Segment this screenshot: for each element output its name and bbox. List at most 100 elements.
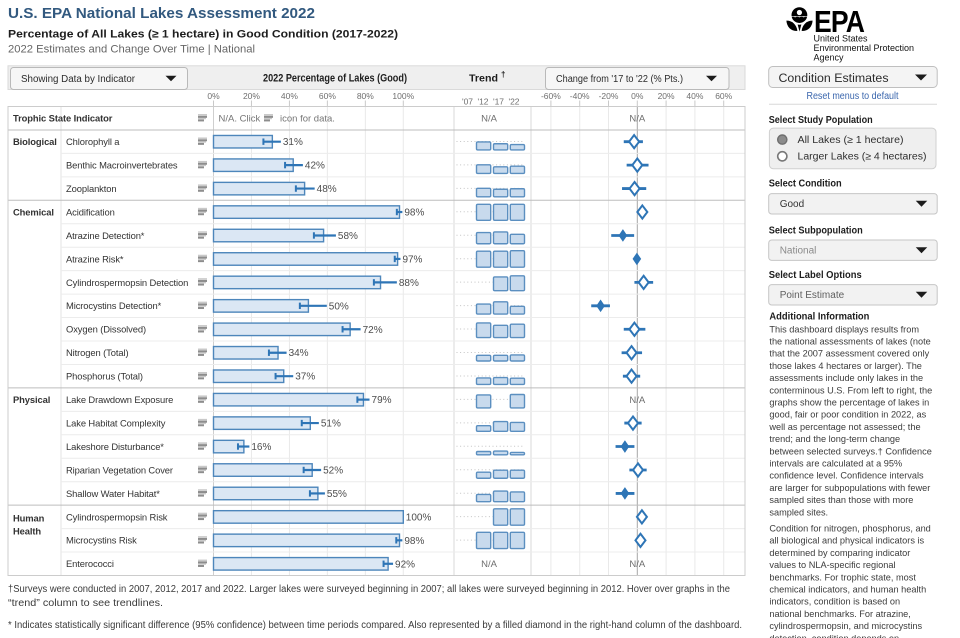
svg-text:2022 Percentage of Lakes (Good: 2022 Percentage of Lakes (Good) (263, 73, 407, 85)
svg-text:88%: 88% (399, 278, 419, 289)
svg-text:N/A: N/A (481, 559, 498, 570)
svg-text:0%: 0% (207, 91, 220, 101)
svg-text:100%: 100% (406, 512, 432, 523)
svg-text:'17: '17 (493, 97, 504, 107)
svg-text:-60%: -60% (541, 91, 561, 101)
svg-text:†Surveys were conducted in 200: †Surveys were conducted in 2007, 2012, 2… (8, 584, 730, 595)
svg-text:92%: 92% (395, 559, 415, 570)
svg-text:All Lakes (≥ 1 hectare): All Lakes (≥ 1 hectare) (798, 135, 904, 146)
svg-text:55%: 55% (327, 489, 347, 500)
svg-text:98%: 98% (404, 208, 424, 219)
svg-text:Select Subpopulation: Select Subpopulation (769, 225, 863, 237)
svg-text:'22: '22 (508, 97, 519, 107)
svg-text:Phosphorus (Total): Phosphorus (Total) (66, 371, 143, 382)
svg-text:Cylindrospermopsin Detection: Cylindrospermopsin Detection (66, 277, 188, 288)
svg-text:EPA: EPA (814, 4, 865, 39)
svg-text:Microcystins Detection*: Microcystins Detection* (66, 300, 162, 311)
svg-text:N/A. Click: N/A. Click (219, 114, 261, 125)
svg-text:N/A: N/A (629, 559, 646, 570)
svg-text:0%: 0% (631, 91, 644, 101)
svg-text:97%: 97% (402, 254, 422, 265)
svg-text:50%: 50% (329, 301, 349, 312)
svg-text:Microcystins Risk: Microcystins Risk (66, 535, 137, 546)
svg-text:indicators, condition is based: indicators, condition is based on (769, 597, 900, 607)
svg-text:Human: Human (13, 513, 45, 524)
svg-text:are larger for subpopulations: are larger for subpopulations with fewer (769, 483, 930, 493)
svg-text:Trend: Trend (469, 73, 498, 85)
svg-text:Condition Estimates: Condition Estimates (779, 71, 889, 85)
svg-text:Nitrogen (Total): Nitrogen (Total) (66, 347, 129, 358)
svg-text:cylindrospermopsin, and microc: cylindrospermopsin, and microcystins (769, 621, 922, 631)
svg-text:Atrazine Risk*: Atrazine Risk* (66, 253, 124, 264)
svg-text:between selected surveys.† Con: between selected surveys.† Confidence (769, 446, 931, 456)
svg-text:national benchmarks. For atraz: national benchmarks. For atrazine, (769, 609, 910, 619)
svg-text:Biological: Biological (13, 136, 57, 147)
svg-text:Reset menus to default: Reset menus to default (807, 91, 899, 102)
svg-text:58%: 58% (338, 231, 358, 242)
svg-text:Chemical: Chemical (13, 206, 54, 217)
svg-text:Benthic Macroinvertebrates: Benthic Macroinvertebrates (66, 160, 178, 171)
svg-text:37%: 37% (295, 372, 315, 383)
svg-text:48%: 48% (317, 184, 337, 195)
svg-text:Riparian Vegetation Cover: Riparian Vegetation Cover (66, 464, 173, 475)
svg-text:United States: United States (814, 34, 869, 44)
svg-text:-20%: -20% (599, 91, 619, 101)
svg-text:Atrazine Detection*: Atrazine Detection* (66, 230, 145, 241)
svg-text:Lakeshore Disturbance*: Lakeshore Disturbance* (66, 441, 164, 452)
svg-text:†: † (501, 70, 505, 79)
svg-text:conterminous U.S. From left to: conterminous U.S. From left to right, th… (769, 385, 932, 395)
svg-text:This dashboard displays result: This dashboard displays results from (769, 324, 919, 334)
svg-text:sampled sites than those with: sampled sites than those with more (769, 495, 913, 505)
svg-text:Trophic State Indicator: Trophic State Indicator (13, 113, 113, 124)
svg-text:'12: '12 (477, 97, 488, 107)
svg-text:Select Study Population: Select Study Population (769, 114, 873, 126)
svg-text:60%: 60% (319, 91, 336, 101)
svg-text:Point Estimate: Point Estimate (780, 290, 845, 301)
svg-text:intervals are calculated at a: intervals are calculated at a 95% (769, 459, 902, 469)
svg-text:2022 Estimates and Change Over: 2022 Estimates and Change Over Time | Na… (8, 44, 255, 56)
svg-text:Health: Health (13, 526, 41, 537)
svg-text:N/A: N/A (629, 114, 646, 125)
svg-text:51%: 51% (321, 419, 341, 430)
svg-text:Larger Lakes (≥ 4 hectares): Larger Lakes (≥ 4 hectares) (798, 152, 927, 163)
svg-text:sampled sites.: sampled sites. (769, 507, 828, 517)
svg-text:100%: 100% (392, 91, 414, 101)
svg-text:all biological and physical in: all biological and physical indicators i… (769, 536, 924, 546)
svg-text:the national assessments of la: the national assessments of lakes (note (769, 337, 930, 347)
svg-text:values to NLA-specific regiona: values to NLA-specific regional (769, 560, 895, 570)
svg-text:detection, condition depends o: detection, condition depends on (769, 633, 899, 638)
svg-text:34%: 34% (289, 348, 309, 359)
svg-text:-40%: -40% (570, 91, 590, 101)
svg-text:chemical indicators, and human: chemical indicators, and human health (769, 585, 926, 595)
svg-text:Lake Drawdown Exposure: Lake Drawdown Exposure (66, 394, 173, 405)
svg-text:98%: 98% (404, 536, 424, 547)
svg-text:that the 2007 assessment cover: that the 2007 assessment covered only (769, 349, 929, 359)
svg-text:Oxygen (Dissolved): Oxygen (Dissolved) (66, 324, 146, 335)
svg-text:Condition for nitrogen, phosph: Condition for nitrogen, phosphorus, and (769, 524, 930, 534)
svg-text:Physical: Physical (13, 394, 50, 405)
svg-text:* Indicates statistically sign: * Indicates statistically significant di… (8, 620, 742, 631)
svg-text:benchmarks. For trophic state,: benchmarks. For trophic state, most (769, 572, 916, 582)
svg-text:60%: 60% (715, 91, 732, 101)
svg-text:Enterococci: Enterococci (66, 558, 114, 569)
svg-text:those lakes 4 hectares or larg: those lakes 4 hectares or larger). The (769, 361, 922, 371)
svg-text:Agency: Agency (814, 53, 845, 63)
svg-text:well as percentage not assesse: well as percentage not assessed; the (768, 422, 920, 432)
svg-text:72%: 72% (363, 325, 383, 336)
svg-text:graphs show the percentage of: graphs show the percentage of lakes in (769, 398, 929, 408)
svg-text:confidence level. Confidence i: confidence level. Confidence intervals (769, 471, 924, 481)
svg-text:52%: 52% (323, 465, 343, 476)
svg-text:good, fair or poor condition i: good, fair or poor condition in 2022, as (769, 410, 926, 420)
svg-text:79%: 79% (372, 395, 392, 406)
svg-text:'07: '07 (462, 97, 473, 107)
svg-text:40%: 40% (281, 91, 298, 101)
svg-text:Change from '17 to '22 (% Pts.: Change from '17 to '22 (% Pts.) (556, 74, 683, 85)
svg-text:determined by comparing indica: determined by comparing indicator (769, 548, 910, 558)
svg-text:Lake Habitat Complexity: Lake Habitat Complexity (66, 417, 166, 428)
svg-text:Cylindrospermopsin Risk: Cylindrospermopsin Risk (66, 511, 168, 522)
svg-text:icon for data.: icon for data. (280, 114, 335, 125)
svg-text:Chlorophyll a: Chlorophyll a (66, 136, 120, 147)
svg-text:Good: Good (780, 199, 804, 210)
svg-text:40%: 40% (686, 91, 703, 101)
svg-text:20%: 20% (243, 91, 260, 101)
